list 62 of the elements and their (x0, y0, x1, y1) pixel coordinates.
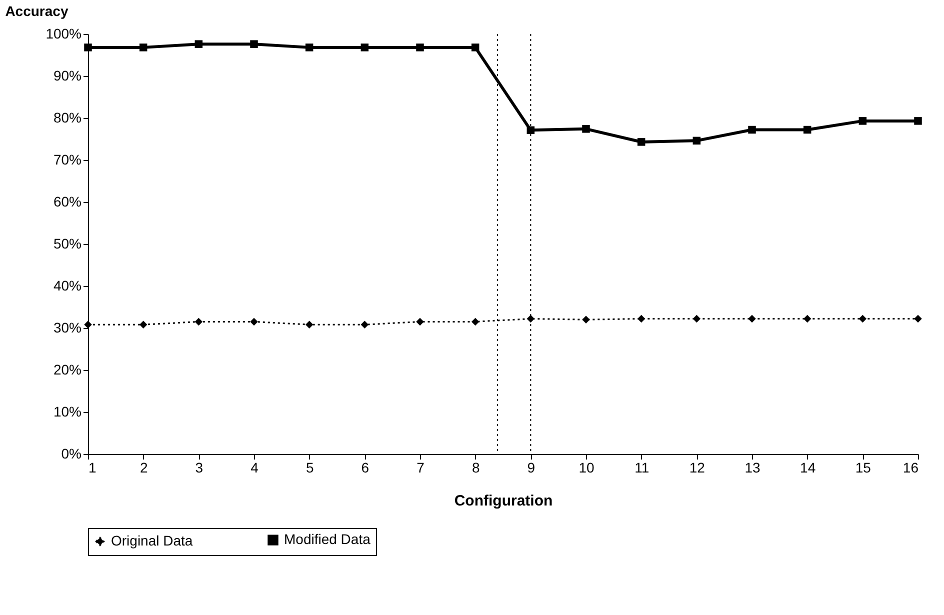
x-tick-label: 4 (250, 460, 259, 476)
y-tick-label: 70% (53, 152, 82, 168)
x-tick-label: 11 (634, 460, 650, 476)
x-tick-label: 12 (689, 460, 706, 476)
x-tick-label: 14 (800, 460, 816, 476)
x-tick-label: 15 (855, 460, 872, 476)
y-axis-title: Accuracy (5, 3, 68, 19)
point (84, 320, 92, 329)
point (471, 318, 480, 326)
point (416, 44, 424, 52)
point (139, 320, 148, 329)
x-tick-label: 2 (140, 460, 148, 476)
point (637, 138, 646, 146)
point (84, 44, 92, 52)
x-axis-title: Configuration (454, 492, 553, 510)
point (471, 44, 480, 52)
y-tick-label: 100% (46, 26, 82, 42)
point (360, 320, 369, 329)
x-tick-label: 3 (195, 460, 204, 476)
point (194, 40, 203, 48)
x-tick-label: 6 (361, 460, 370, 476)
y-tick-label: 50% (53, 236, 82, 252)
y-tick-label: 60% (53, 194, 82, 210)
point (194, 318, 203, 326)
y-tick-label: 40% (53, 278, 82, 294)
point (360, 44, 369, 52)
legend-label: Modified Data (284, 531, 371, 548)
point (692, 314, 701, 323)
x-tick-label: 5 (306, 460, 314, 476)
point (803, 314, 812, 323)
x-tick-label: 7 (416, 460, 425, 476)
y-tick-label: 20% (53, 362, 82, 378)
point (748, 126, 756, 134)
point (637, 314, 646, 323)
legend-label: Original Data (111, 532, 193, 548)
point (582, 125, 590, 133)
point (250, 318, 258, 326)
y-tick-label: 80% (53, 110, 82, 126)
point (139, 44, 148, 52)
point (803, 126, 812, 134)
point (526, 126, 535, 134)
point (914, 117, 922, 125)
x-tick-label: 10 (578, 460, 594, 476)
point (858, 314, 867, 323)
point (305, 44, 314, 52)
x-tick-label: 13 (744, 460, 760, 476)
x-tick-label: 1 (88, 460, 96, 476)
point (692, 136, 701, 145)
x-tick-label: 8 (472, 460, 480, 476)
y-tick-label: 10% (53, 404, 82, 420)
y-tick-label: 90% (53, 68, 82, 84)
point (748, 314, 756, 323)
point (582, 316, 590, 324)
point (858, 117, 867, 125)
point (416, 318, 424, 326)
y-tick-label: 30% (53, 320, 82, 336)
point (914, 314, 922, 323)
y-tick-label: 0% (61, 446, 82, 462)
x-tick-label: 9 (527, 460, 536, 476)
x-tick-label: 16 (902, 460, 919, 476)
point (250, 40, 258, 48)
point (305, 320, 314, 329)
